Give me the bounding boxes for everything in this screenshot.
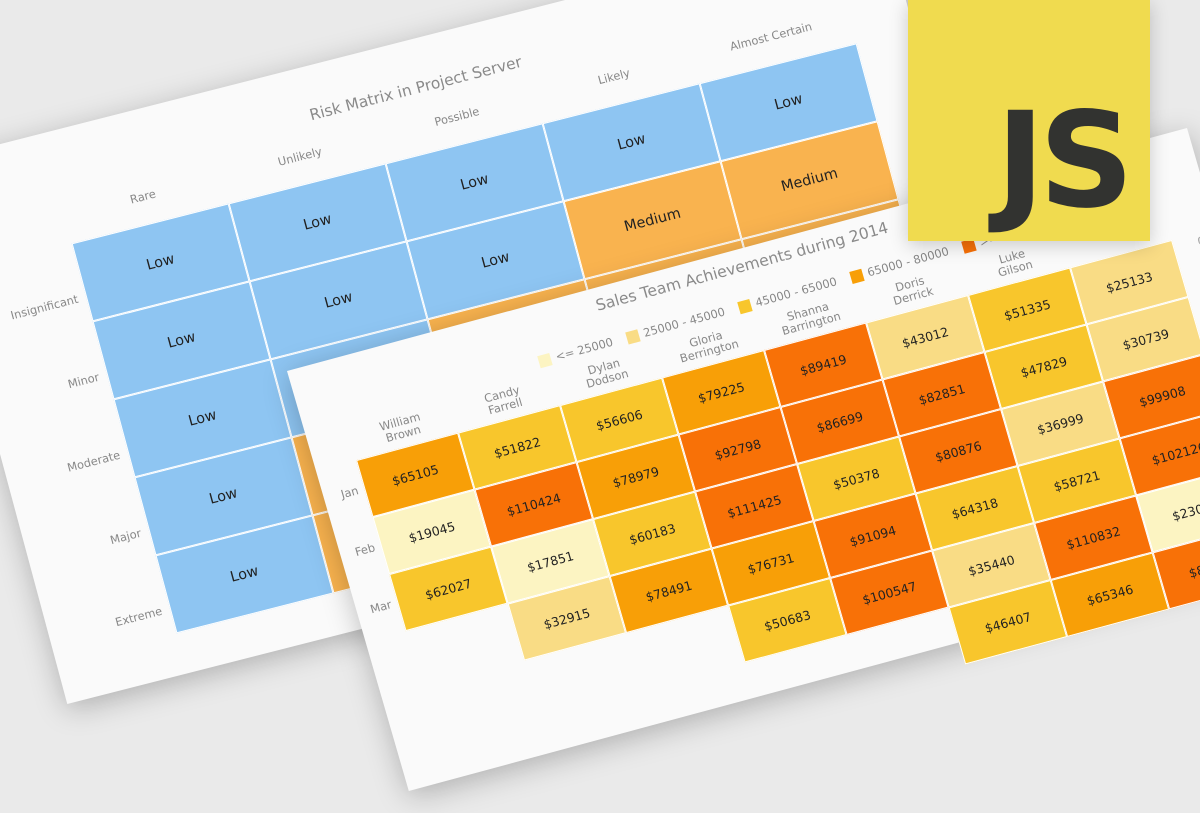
row-label [372, 654, 406, 663]
row-label: Minor [66, 370, 101, 392]
legend-swatch [625, 328, 641, 345]
row-label [388, 711, 422, 720]
row-label: Feb [353, 540, 377, 559]
js-logo-text: JS [995, 84, 1134, 238]
legend-swatch [736, 298, 753, 314]
row-label: Insignificant [9, 292, 80, 323]
row-label: Moderate [65, 448, 122, 475]
row-label: Major [108, 526, 143, 548]
legend-swatch [537, 352, 553, 368]
row-label: Mar [368, 597, 394, 616]
row-label: Jan [339, 483, 361, 501]
legend-swatch [848, 268, 865, 284]
row-label: Extreme [113, 604, 164, 630]
js-logo: JS [908, 0, 1150, 241]
row-label [405, 768, 439, 777]
